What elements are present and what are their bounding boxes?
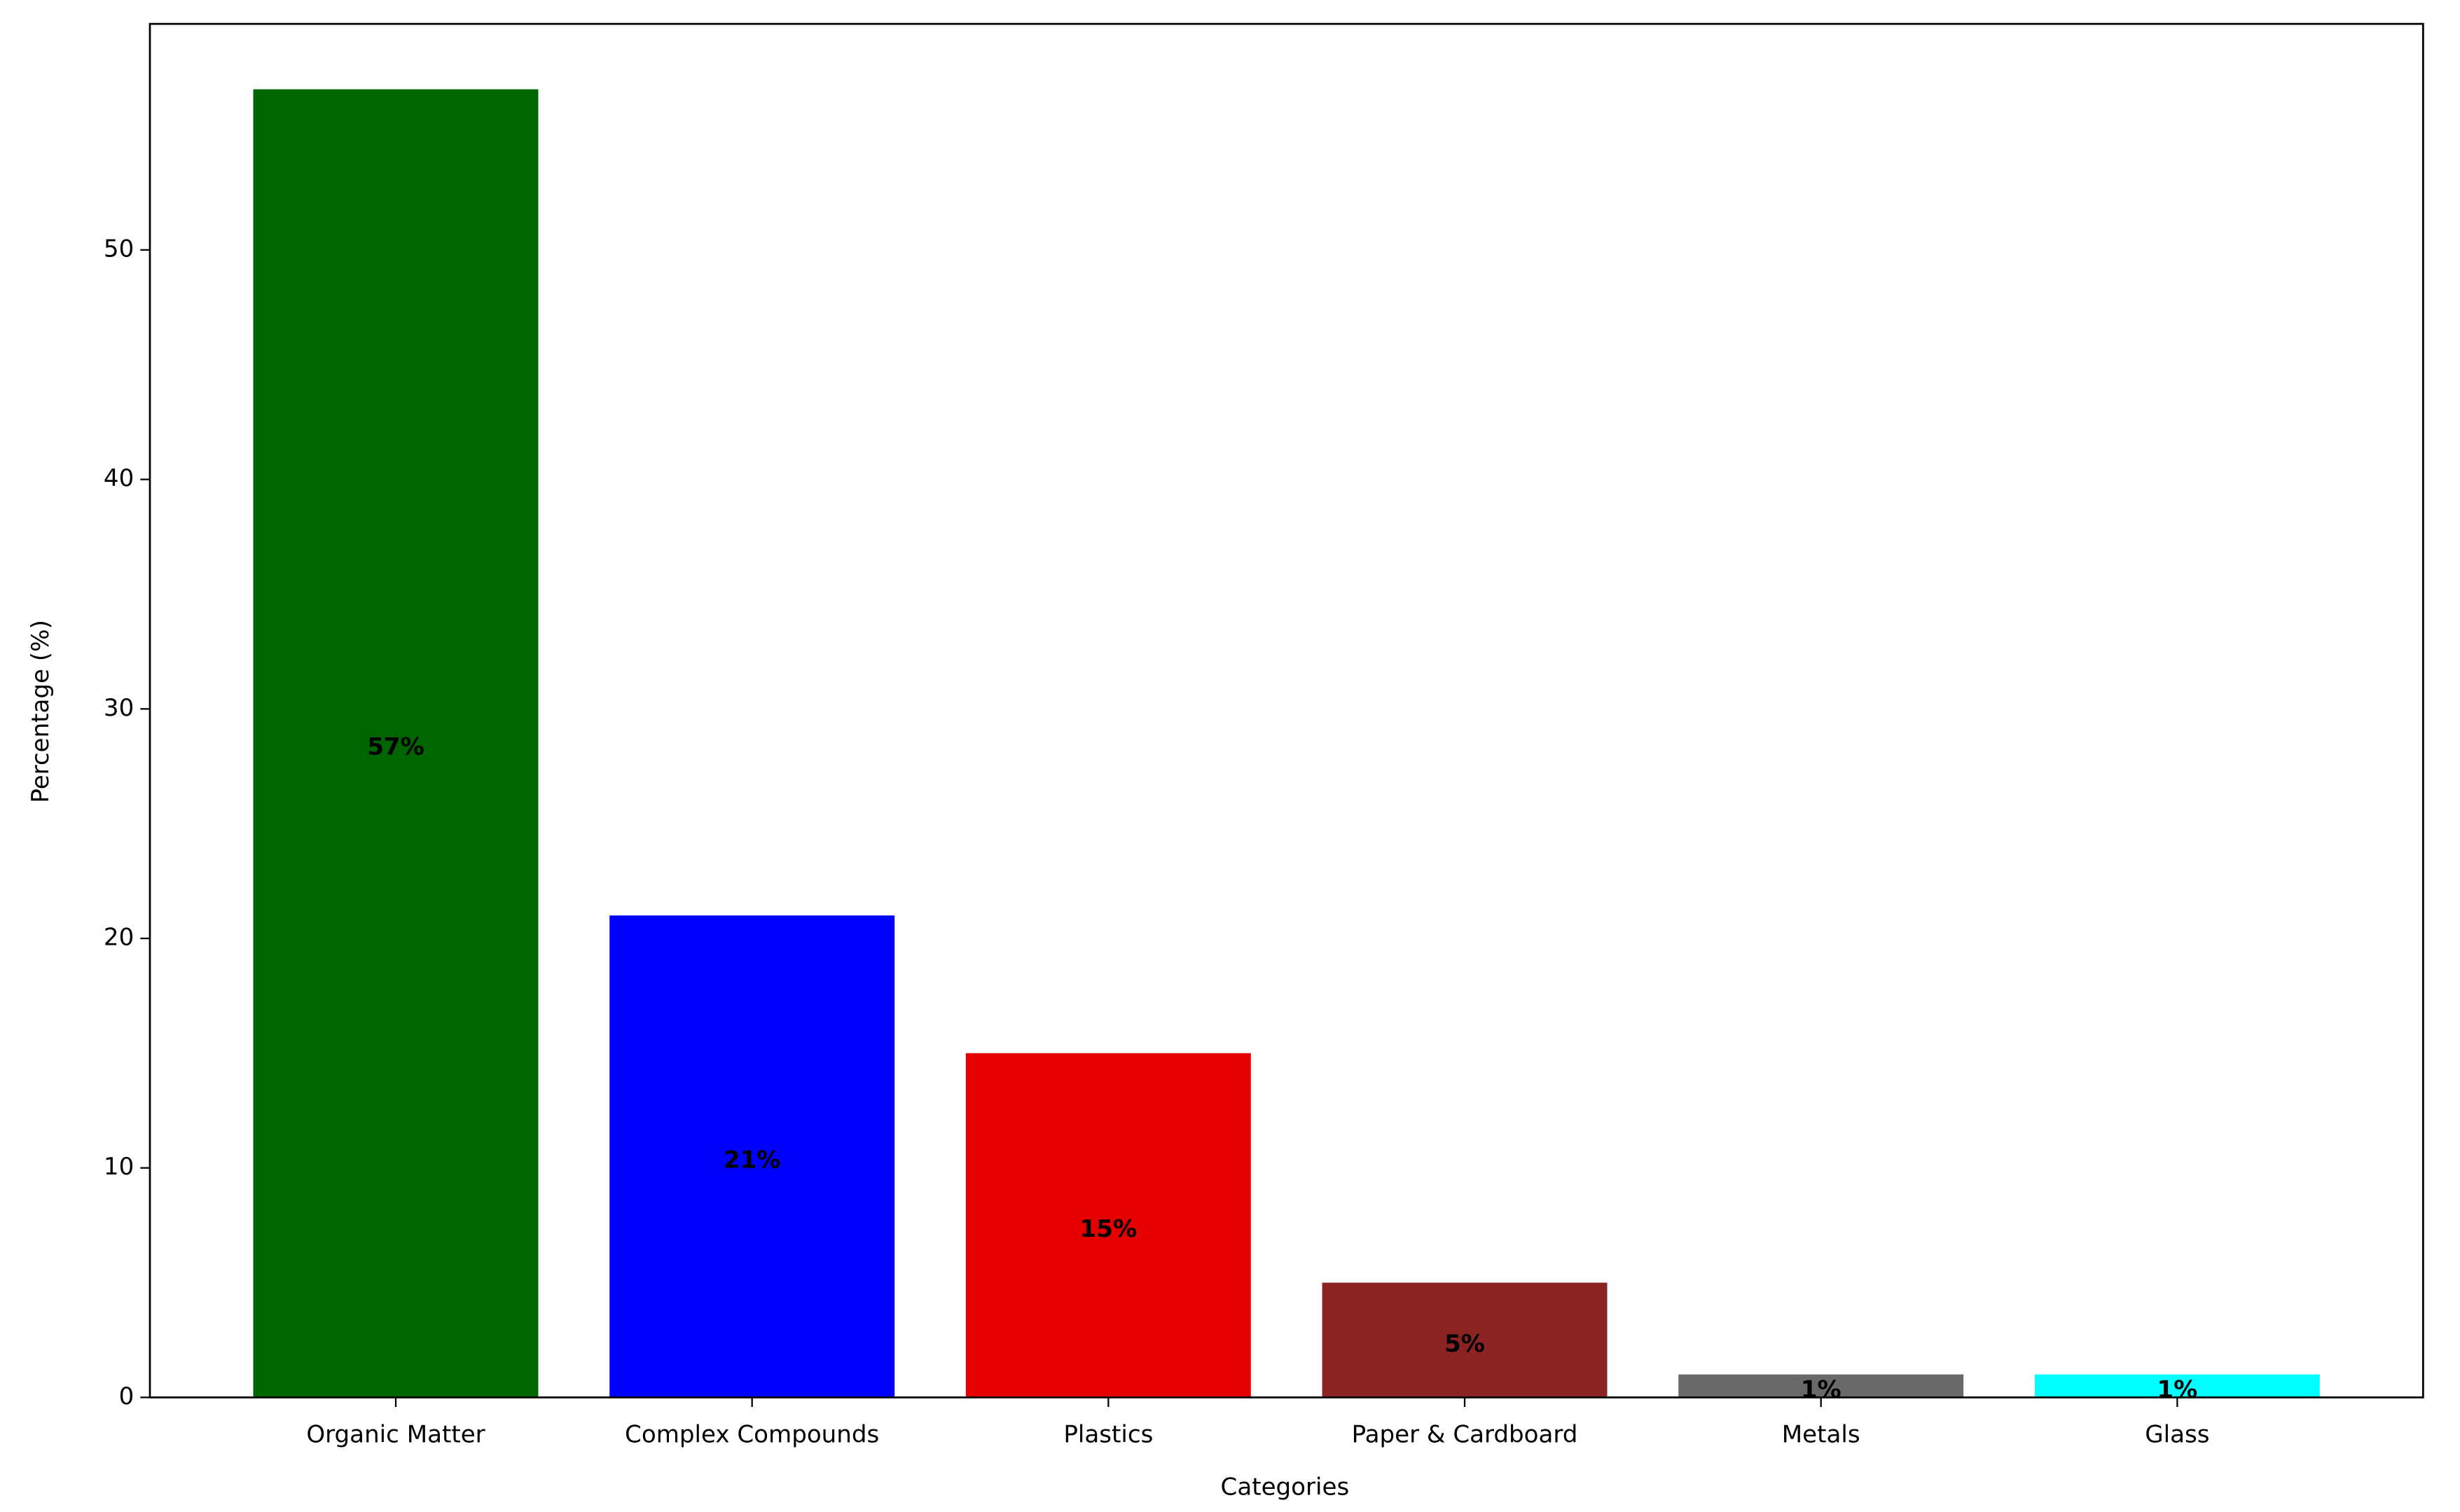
bar [2034,1374,2320,1398]
x-tick-label: Paper & Cardboard [1352,1420,1578,1448]
x-tick-label: Metals [1782,1420,1860,1448]
x-tick-label: Organic Matter [306,1420,485,1448]
bar [965,1053,1251,1398]
value-label: 57% [367,733,424,761]
value-label: 15% [1080,1215,1138,1243]
bar [253,89,539,1398]
y-axis-label: Percentage (%) [27,620,55,803]
y-tick-label: 40 [104,464,134,492]
x-tick-label: Complex Compounds [625,1420,879,1448]
bar [1678,1374,1964,1398]
value-label: 5% [1444,1330,1485,1358]
x-tick-label: Glass [2145,1420,2209,1448]
y-tick-label: 0 [119,1382,134,1410]
x-axis-label: Categories [1221,1473,1350,1501]
plot-frame [148,22,2424,1399]
y-tick-label: 10 [104,1153,134,1181]
bar [1322,1282,1608,1398]
y-tick-label: 20 [104,923,134,951]
x-tick-label: Plastics [1063,1420,1153,1448]
value-label: 21% [724,1146,781,1174]
y-tick-label: 50 [104,235,134,263]
bar [609,915,895,1398]
y-tick-label: 30 [104,694,134,722]
